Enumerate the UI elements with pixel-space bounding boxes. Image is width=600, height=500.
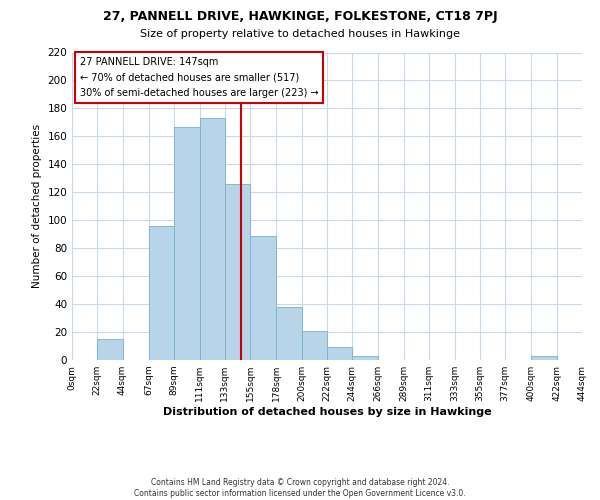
Bar — [174, 126, 199, 360]
Text: 27 PANNELL DRIVE: 147sqm
← 70% of detached houses are smaller (517)
30% of semi-: 27 PANNELL DRIVE: 147sqm ← 70% of detach… — [80, 57, 318, 98]
Text: 27, PANNELL DRIVE, HAWKINGE, FOLKESTONE, CT18 7PJ: 27, PANNELL DRIVE, HAWKINGE, FOLKESTONE,… — [103, 10, 497, 23]
Bar — [97, 339, 122, 360]
Text: Size of property relative to detached houses in Hawkinge: Size of property relative to detached ho… — [140, 29, 460, 39]
X-axis label: Distribution of detached houses by size in Hawkinge: Distribution of detached houses by size … — [163, 407, 491, 417]
Bar — [149, 226, 174, 360]
Bar — [225, 184, 250, 360]
Bar — [302, 330, 327, 360]
Bar — [352, 356, 377, 360]
Bar — [532, 356, 557, 360]
Bar — [327, 348, 352, 360]
Bar — [199, 118, 225, 360]
Bar — [250, 236, 277, 360]
Text: Contains HM Land Registry data © Crown copyright and database right 2024.
Contai: Contains HM Land Registry data © Crown c… — [134, 478, 466, 498]
Y-axis label: Number of detached properties: Number of detached properties — [32, 124, 42, 288]
Bar — [277, 307, 302, 360]
